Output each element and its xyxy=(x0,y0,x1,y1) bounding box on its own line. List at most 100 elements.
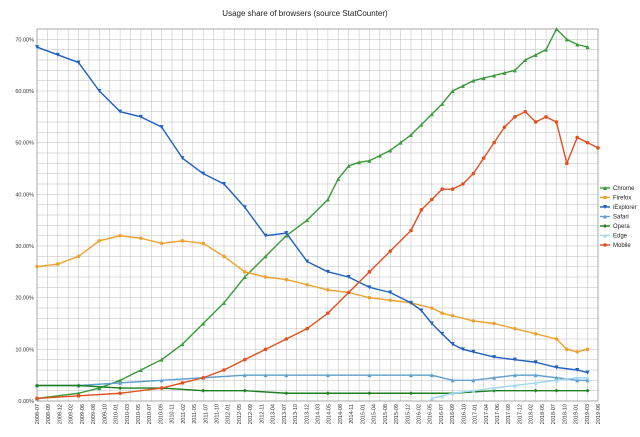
data-point xyxy=(565,347,569,352)
data-point xyxy=(284,277,289,282)
x-tick-label: 2018-05 xyxy=(540,404,546,424)
data-point xyxy=(35,383,39,388)
data-point xyxy=(513,115,517,119)
data-point xyxy=(585,375,590,380)
x-tick-label: 2011-10 xyxy=(215,404,221,424)
x-tick-label: 2014-11 xyxy=(349,404,355,424)
data-point xyxy=(450,342,455,347)
data-point xyxy=(603,214,607,219)
data-point xyxy=(76,60,81,65)
data-point xyxy=(471,78,476,83)
x-tick-label: 2019-03 xyxy=(585,404,591,424)
data-point xyxy=(440,311,444,315)
data-point xyxy=(585,45,590,50)
data-point xyxy=(201,321,206,326)
data-point xyxy=(585,347,590,352)
data-point xyxy=(471,171,476,176)
series-mobile xyxy=(35,109,600,401)
data-point xyxy=(450,89,455,93)
data-point xyxy=(554,388,559,393)
data-point xyxy=(284,391,289,396)
data-point xyxy=(409,228,413,233)
data-point xyxy=(440,101,445,106)
x-tick-label: 2012-11 xyxy=(259,404,265,424)
x-tick-label: 2018-07 xyxy=(551,404,557,424)
data-point xyxy=(388,249,393,253)
x-tick-label: 2013-10 xyxy=(293,404,299,424)
data-point xyxy=(97,239,102,243)
data-point xyxy=(180,381,185,385)
data-point xyxy=(533,380,538,385)
data-point xyxy=(242,205,247,210)
data-point xyxy=(367,270,372,274)
legend-label: Mobile xyxy=(613,243,631,249)
data-point xyxy=(367,373,372,378)
data-point xyxy=(55,262,60,266)
data-point xyxy=(461,182,465,186)
x-tick-label: 2015-08 xyxy=(383,404,389,424)
data-point xyxy=(409,373,413,378)
data-point xyxy=(429,306,434,310)
data-point xyxy=(367,285,372,290)
data-point xyxy=(180,239,185,243)
data-point xyxy=(502,70,507,75)
legend-item: iExplorer xyxy=(600,205,637,211)
y-tick-label: 50.00% xyxy=(15,141,34,147)
data-point xyxy=(554,27,559,31)
data-point xyxy=(305,259,310,264)
x-tick-label: 2012-05 xyxy=(237,404,243,424)
data-point xyxy=(603,186,607,190)
axes: 0.00% 10.00% 20.00% 30.00% 40.00% 50.00% 60.00… xyxy=(15,28,602,424)
data-point xyxy=(554,337,559,341)
data-point xyxy=(429,373,434,378)
data-point xyxy=(513,326,517,331)
data-point xyxy=(97,386,102,391)
data-point xyxy=(429,396,434,401)
data-point xyxy=(575,42,580,47)
x-tick-label: 2010-07 xyxy=(147,404,153,424)
data-point xyxy=(388,148,393,153)
data-point xyxy=(305,326,309,331)
data-point xyxy=(512,357,517,362)
data-point xyxy=(118,391,122,396)
data-point xyxy=(523,58,528,62)
data-point xyxy=(502,125,507,129)
data-point xyxy=(346,290,351,295)
x-tick-label: 2008-12 xyxy=(57,404,63,424)
legend-label: Firefox xyxy=(613,196,631,202)
data-point xyxy=(242,388,247,393)
data-point xyxy=(346,163,351,168)
data-point xyxy=(180,342,185,347)
data-point xyxy=(325,197,330,202)
x-tick-label: 2009-06 xyxy=(80,404,86,424)
data-point xyxy=(35,45,39,50)
data-point xyxy=(305,218,310,223)
data-point xyxy=(118,233,122,238)
x-tick-label: 2008-07 xyxy=(35,404,41,424)
data-point xyxy=(159,386,164,390)
data-point xyxy=(603,233,607,238)
x-tick-label: 2015-01 xyxy=(360,404,366,424)
data-point xyxy=(533,360,538,365)
x-tick-label: 2019-06 xyxy=(596,404,602,424)
legend-item: Chrome xyxy=(600,186,635,192)
data-point xyxy=(471,388,476,393)
x-tick-label: 2016-07 xyxy=(439,404,445,424)
data-point xyxy=(367,391,372,396)
data-point xyxy=(429,197,434,202)
data-point xyxy=(76,254,81,259)
data-point xyxy=(492,375,497,380)
data-point xyxy=(533,388,538,393)
series-iexplorer xyxy=(35,45,590,375)
x-tick-label: 2015-09 xyxy=(394,404,400,424)
data-point xyxy=(554,378,559,383)
data-point xyxy=(409,391,413,396)
data-point xyxy=(564,37,569,42)
data-point xyxy=(118,378,123,383)
data-point xyxy=(35,264,39,269)
data-point xyxy=(450,187,455,191)
data-point xyxy=(492,355,497,360)
legend-item: Edge xyxy=(600,233,628,240)
legend-item: Safari xyxy=(600,214,629,221)
